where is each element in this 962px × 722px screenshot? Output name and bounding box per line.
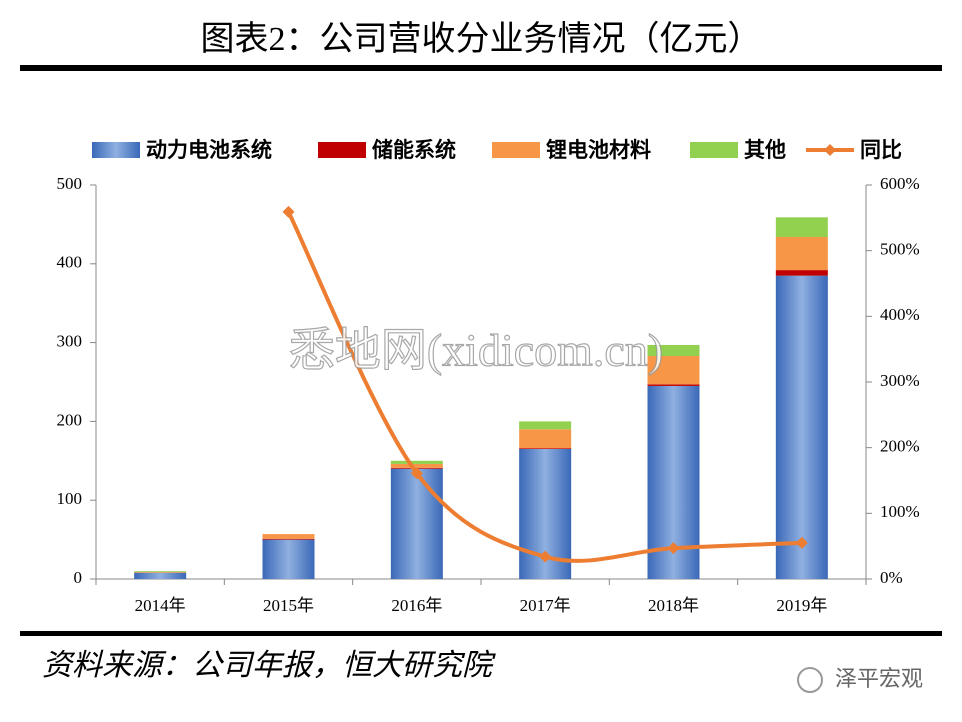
bar-segment xyxy=(390,460,443,464)
y-tick-label: 200 xyxy=(57,410,83,429)
legend-swatch xyxy=(92,142,140,158)
line-marker xyxy=(282,205,295,218)
legend-label: 锂电池材料 xyxy=(546,138,651,162)
bar-segment xyxy=(390,468,443,579)
x-tick-label: 2016年 xyxy=(391,596,442,615)
y-tick-label: 500 xyxy=(57,174,83,193)
x-tick-label: 2017年 xyxy=(520,596,571,615)
logo-text: 泽平宏观 xyxy=(835,667,923,692)
legend-label: 其他 xyxy=(744,138,786,162)
bar-segment xyxy=(519,421,572,430)
y-tick-label: 0 xyxy=(74,568,83,587)
bar-segment xyxy=(262,534,315,539)
bar-segment xyxy=(134,571,187,573)
bar-segment xyxy=(519,429,572,449)
bar-segment xyxy=(134,571,187,572)
bar-segment xyxy=(775,237,828,271)
bar-segment xyxy=(775,275,828,579)
legend-label: 同比 xyxy=(860,138,902,162)
bar-segment xyxy=(647,344,700,356)
logo-icon xyxy=(797,667,823,693)
y-tick-label: 300 xyxy=(57,332,83,351)
legend-swatch xyxy=(492,142,540,158)
line-marker xyxy=(539,550,552,563)
bar-segment xyxy=(262,538,315,540)
bar-segment xyxy=(647,355,700,385)
y2-tick-label: 0% xyxy=(880,568,903,587)
y2-tick-label: 300% xyxy=(880,371,920,390)
line-marker xyxy=(667,542,680,555)
y2-tick-label: 200% xyxy=(880,437,920,456)
x-tick-label: 2015年 xyxy=(263,596,314,615)
footer-rule xyxy=(20,631,942,636)
y2-tick-label: 600% xyxy=(880,174,920,193)
y-tick-label: 400 xyxy=(57,253,83,272)
bar-segment xyxy=(262,539,315,579)
x-tick-label: 2018年 xyxy=(648,596,699,615)
line xyxy=(286,211,802,563)
x-tick-label: 2019年 xyxy=(776,596,827,615)
source-note: 资料来源：公司年报，恒大研究院 xyxy=(42,649,496,682)
line-marker xyxy=(795,536,808,549)
legend-swatch xyxy=(824,144,836,156)
chart-title: 图表2：公司营收分业务情况（亿元） xyxy=(201,20,762,58)
bar-segment xyxy=(519,448,572,449)
y-tick-label: 100 xyxy=(57,489,83,508)
bar-segment xyxy=(775,270,828,276)
legend-swatch xyxy=(690,142,738,158)
bar-segment xyxy=(134,572,187,579)
legend-label: 储能系统 xyxy=(372,138,456,162)
x-tick-label: 2014年 xyxy=(135,596,186,615)
bar-segment xyxy=(647,384,700,386)
line-marker xyxy=(410,467,423,480)
watermark: 悉地网(xidicom.cn) xyxy=(289,325,663,376)
y2-tick-label: 500% xyxy=(880,240,920,259)
title-rule xyxy=(20,65,942,71)
legend-swatch xyxy=(318,142,366,158)
bar-segment xyxy=(390,463,443,468)
bar-segment xyxy=(775,217,828,238)
y2-tick-label: 100% xyxy=(880,502,920,521)
y2-tick-label: 400% xyxy=(880,305,920,324)
legend-label: 动力电池系统 xyxy=(146,138,272,162)
